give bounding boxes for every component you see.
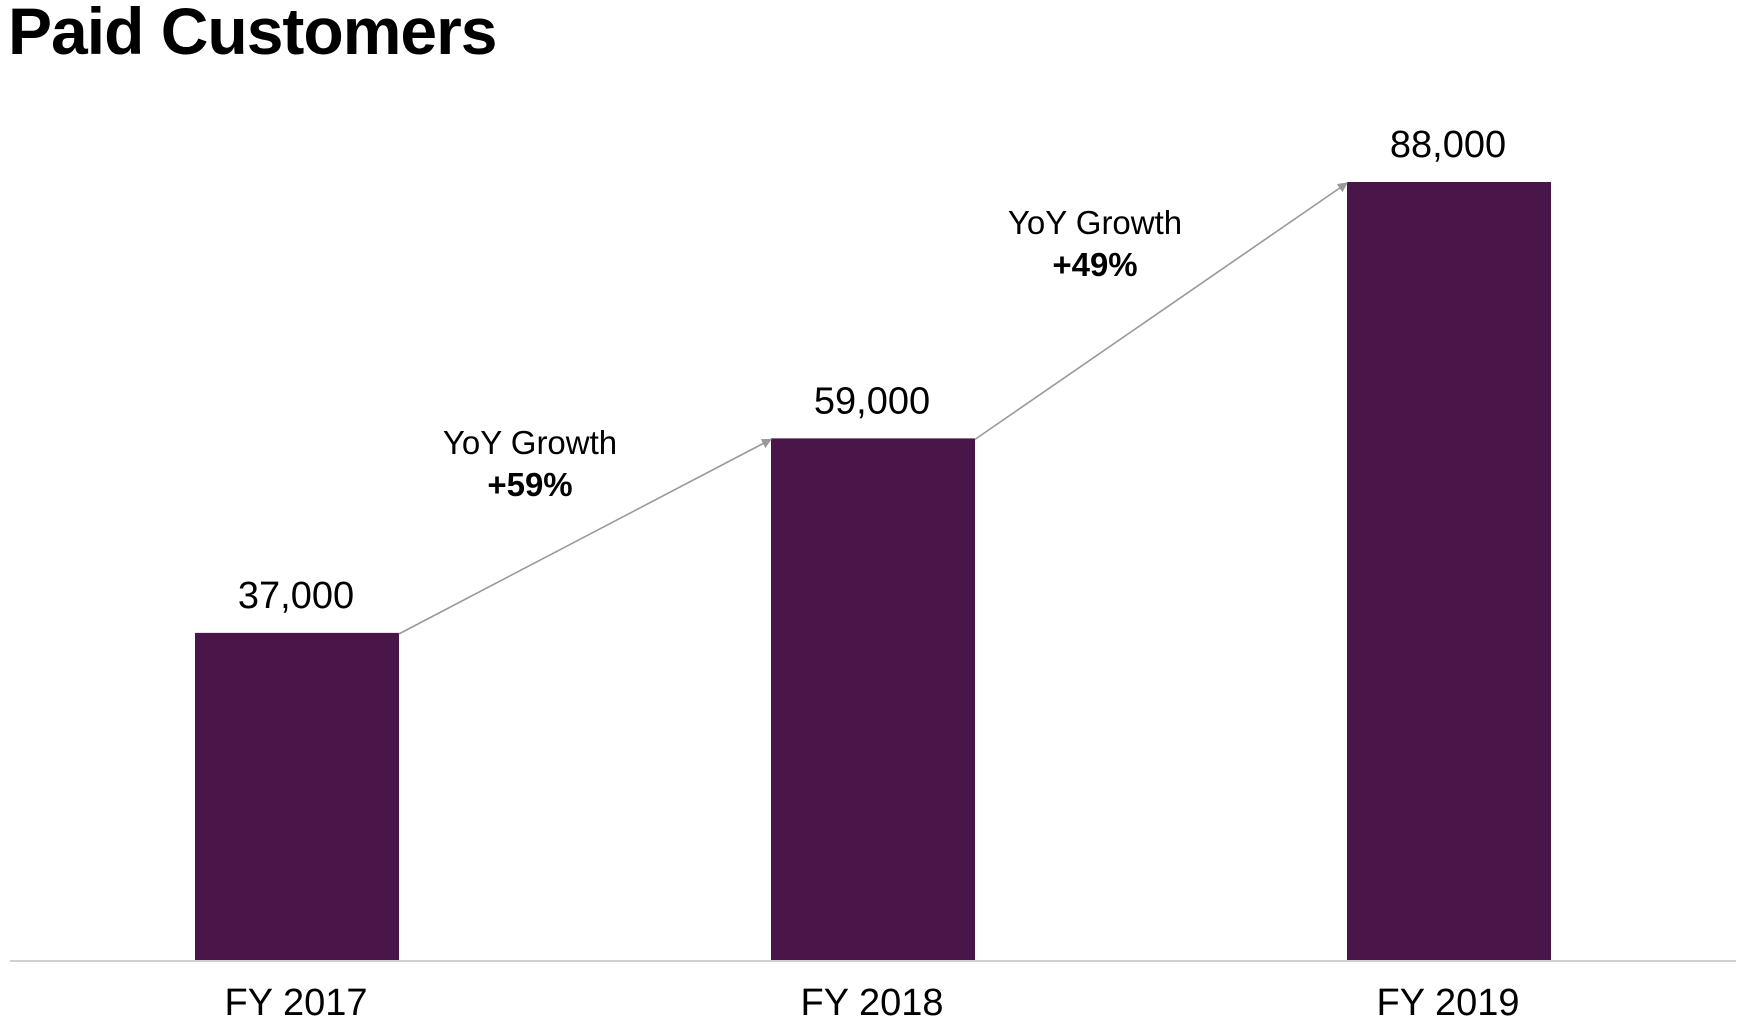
- data-label: 88,000: [1390, 124, 1506, 166]
- growth-arrow: [398, 438, 772, 635]
- growth-value: +59%: [487, 466, 572, 503]
- bar-fy-2019: [1347, 182, 1551, 960]
- x-tick-label: FY 2017: [225, 982, 368, 1024]
- growth-label: YoY Growth: [443, 424, 617, 461]
- data-label: 37,000: [238, 575, 354, 617]
- growth-label: YoY Growth: [1008, 204, 1182, 241]
- growth-arrow: [974, 182, 1348, 441]
- chart-title: Paid Customers: [8, 0, 497, 68]
- data-label: 59,000: [814, 380, 930, 422]
- growth-value: +49%: [1052, 246, 1137, 283]
- x-tick-label: FY 2019: [1377, 982, 1520, 1024]
- bar-fy-2018: [771, 438, 975, 960]
- x-tick-label: FY 2018: [801, 982, 944, 1024]
- bar-fy-2017: [195, 632, 399, 960]
